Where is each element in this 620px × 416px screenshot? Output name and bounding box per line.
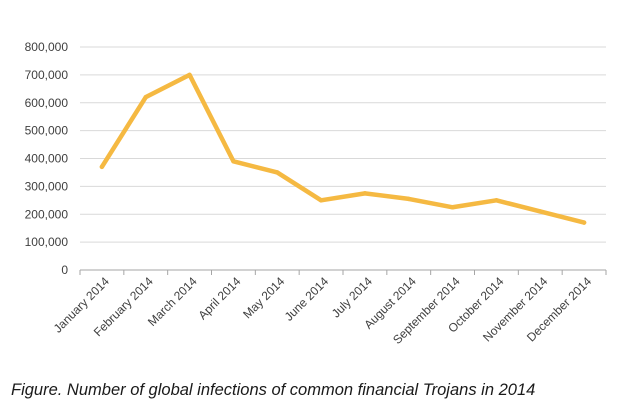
x-tick-label: May 2014 xyxy=(240,274,287,321)
data-point xyxy=(143,94,148,100)
line-chart: 0 100,000 200,000 300,000 400,000 500,000 600,… xyxy=(25,40,607,347)
data-point xyxy=(231,159,236,164)
data-point xyxy=(450,205,455,210)
data-point xyxy=(538,209,543,214)
data-point xyxy=(406,196,411,202)
data-point xyxy=(187,72,192,78)
axes xyxy=(79,269,607,275)
y-axis-tick-labels: 0 100,000 200,000 300,000 400,000 500,000 600,… xyxy=(25,40,69,277)
y-tick-label: 0 xyxy=(61,263,68,277)
x-tick-label: June 2014 xyxy=(282,274,332,324)
y-tick-label: 200,000 xyxy=(25,207,69,221)
y-tick-label: 100,000 xyxy=(25,235,69,249)
y-tick-label: 600,000 xyxy=(25,96,69,110)
data-point xyxy=(581,220,587,225)
x-tick-label: April 2014 xyxy=(195,274,243,322)
data-point xyxy=(99,164,105,170)
series-layer xyxy=(99,72,587,225)
data-point xyxy=(494,198,499,203)
y-tick-label: 500,000 xyxy=(25,124,69,138)
figure-caption: Figure. Number of global infections of c… xyxy=(11,381,536,399)
y-tick-label: 800,000 xyxy=(25,40,69,54)
x-tick-label: July 2014 xyxy=(329,274,375,320)
y-tick-label: 700,000 xyxy=(25,68,69,82)
data-point xyxy=(362,191,368,196)
gridlines xyxy=(80,46,606,243)
y-tick-label: 300,000 xyxy=(25,179,69,193)
data-point xyxy=(275,170,280,175)
series-line xyxy=(99,72,587,225)
y-tick-label: 400,000 xyxy=(25,152,69,166)
data-point xyxy=(318,198,324,203)
